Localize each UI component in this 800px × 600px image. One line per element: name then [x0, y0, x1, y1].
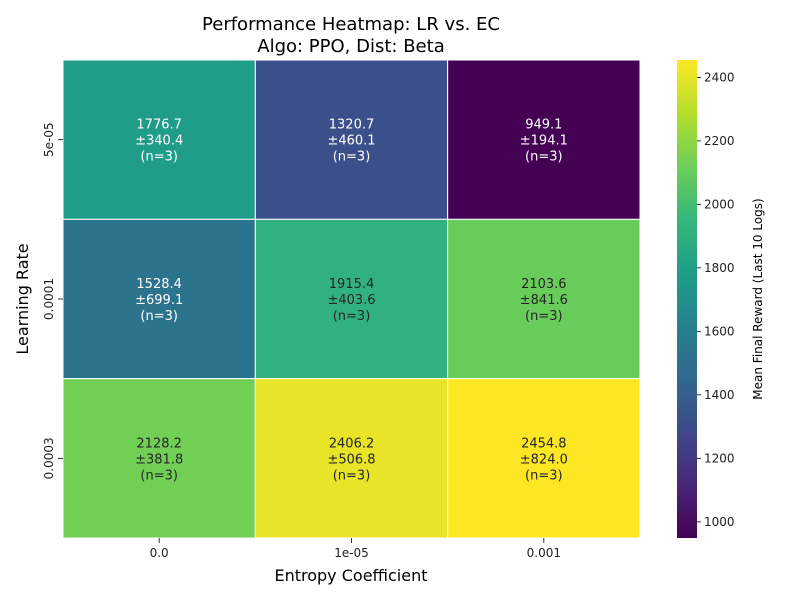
- y-axis-ticks: 5e-05 0.0001 0.0003: [42, 122, 63, 479]
- cell-value-label: ±841.6: [520, 293, 568, 308]
- heatmap-cells: 1776.7±340.4(n=3)1320.7±460.1(n=3)949.1±…: [62, 59, 641, 539]
- cell-value-label: ±699.1: [135, 293, 183, 308]
- colorbar-tick-label: 2000: [704, 197, 735, 211]
- cell-value-label: 1915.4: [329, 277, 375, 292]
- y-tick-label: 0.0001: [42, 278, 56, 320]
- heatmap-cell: [254, 59, 449, 220]
- colorbar-tick-label: 2400: [704, 70, 735, 84]
- colorbar-tick-label: 1200: [704, 451, 735, 465]
- x-axis-label: Entropy Coefficient: [274, 566, 427, 585]
- cell-value-label: (n=3): [525, 468, 563, 483]
- chart-title-line-2: Algo: PPO, Dist: Beta: [257, 36, 444, 57]
- x-axis-ticks: 0.0 1e-05 0.001: [150, 538, 561, 560]
- cell-value-label: ±194.1: [520, 134, 568, 149]
- cell-value-label: ±340.4: [135, 134, 183, 149]
- cell-value-label: (n=3): [333, 468, 371, 483]
- y-tick-label: 5e-05: [42, 122, 56, 157]
- heatmap-cell: [62, 378, 256, 539]
- cell-value-label: 2406.2: [329, 436, 375, 451]
- cell-value-label: (n=3): [140, 150, 178, 165]
- cell-value-label: ±381.8: [135, 452, 183, 467]
- colorbar-tick-label: 2200: [704, 134, 735, 148]
- y-tick-label: 0.0003: [42, 437, 56, 479]
- x-tick-label: 0.0: [150, 546, 169, 560]
- colorbar-tick-label: 1400: [704, 388, 735, 402]
- cell-value-label: 1776.7: [136, 118, 182, 133]
- colorbar-label: Mean Final Reward (Last 10 Logs): [751, 198, 765, 399]
- cell-value-label: 1320.7: [329, 118, 375, 133]
- cell-value-label: 949.1: [525, 118, 562, 133]
- x-tick-label: 0.001: [527, 546, 561, 560]
- cell-value-label: (n=3): [140, 309, 178, 324]
- heatmap-cell: [254, 218, 449, 380]
- x-tick-label: 1e-05: [334, 546, 369, 560]
- colorbar: [677, 60, 697, 538]
- cell-value-label: ±403.6: [327, 293, 375, 308]
- cell-value-label: (n=3): [525, 309, 563, 324]
- cell-value-label: ±460.1: [327, 134, 375, 149]
- heatmap-cell: [62, 59, 256, 220]
- colorbar-tick-label: 1800: [704, 261, 735, 275]
- cell-value-label: (n=3): [140, 468, 178, 483]
- cell-value-label: (n=3): [333, 150, 371, 165]
- chart-title-line-1: Performance Heatmap: LR vs. EC: [202, 14, 500, 35]
- cell-value-label: (n=3): [333, 309, 371, 324]
- cell-value-label: 2128.2: [136, 436, 182, 451]
- colorbar-ticks: 1000 1200 1400 1600 1800 2000 2200 2400: [697, 70, 735, 529]
- cell-value-label: 2103.6: [521, 277, 567, 292]
- cell-value-label: ±824.0: [520, 452, 568, 467]
- cell-value-label: 1528.4: [136, 277, 182, 292]
- colorbar-tick-label: 1000: [704, 515, 735, 529]
- cell-value-label: (n=3): [525, 150, 563, 165]
- colorbar-tick-label: 1600: [704, 324, 735, 338]
- heatmap-cell: [62, 218, 256, 380]
- cell-value-label: 2454.8: [521, 436, 567, 451]
- heatmap-cell: [447, 218, 641, 380]
- heatmap-cell: [254, 378, 449, 539]
- heatmap-cell: [447, 59, 641, 220]
- y-axis-label: Learning Rate: [13, 243, 32, 354]
- cell-value-label: ±506.8: [327, 452, 375, 467]
